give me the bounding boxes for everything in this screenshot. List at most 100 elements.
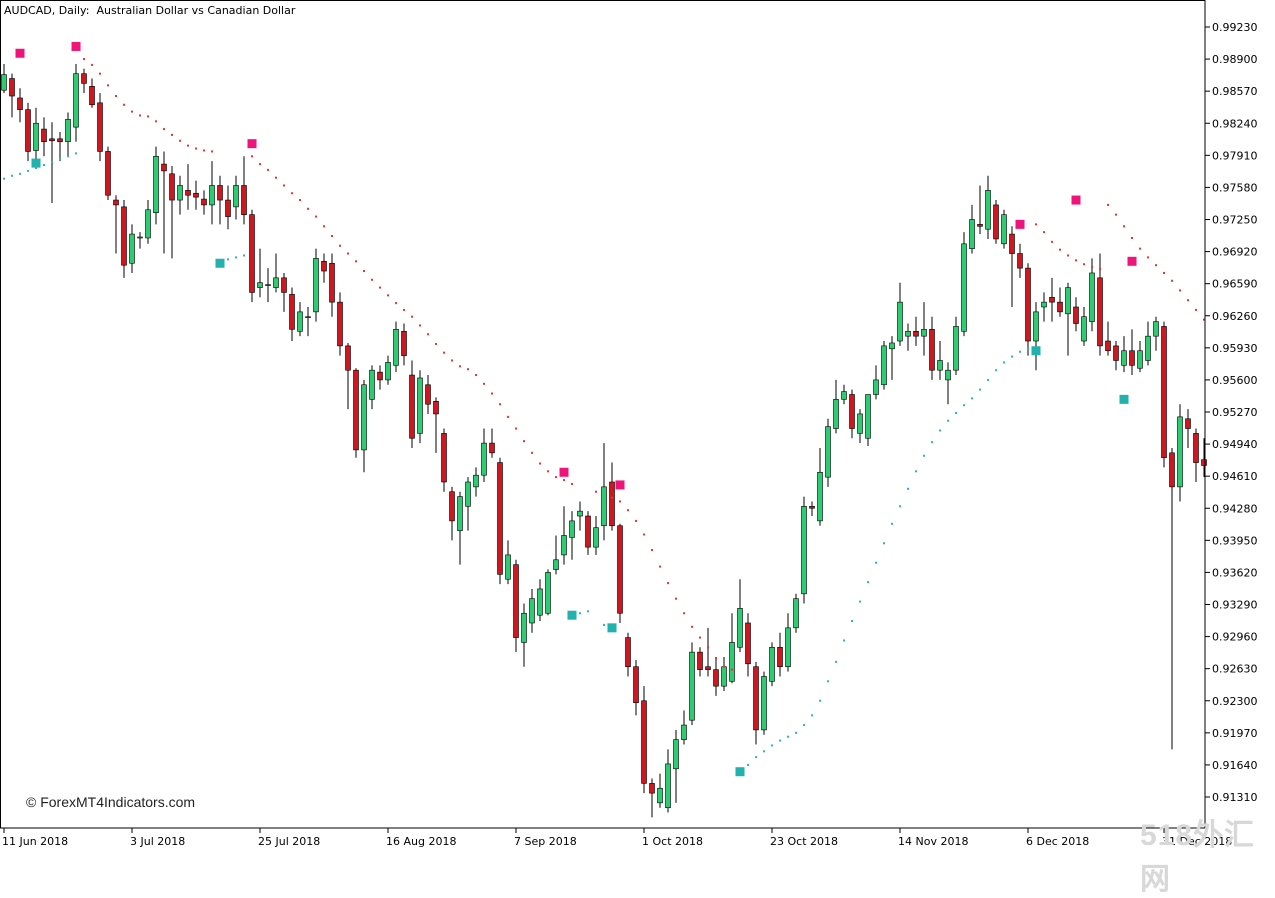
bull-candle (129, 233, 135, 264)
bull-candle (969, 219, 975, 249)
bear-candle (321, 261, 327, 272)
bear-candle (913, 331, 919, 337)
sar-dot-bull (587, 610, 589, 613)
bull-candle (553, 559, 559, 570)
bull-candle (305, 316, 311, 319)
bear-candle (745, 622, 751, 665)
sar-dot-bear (115, 95, 117, 98)
bull-candle (1065, 287, 1071, 315)
sar-dot-bear (1203, 318, 1205, 321)
bear-candle (241, 185, 247, 215)
sar-dot-bear (515, 427, 517, 430)
bull-candle (825, 426, 831, 478)
sar-dot-bear (555, 476, 557, 479)
bull-candle (737, 608, 743, 648)
time-tick-label: 11 Jun 2018 (2, 835, 68, 848)
sar-dot-bear (1059, 248, 1061, 251)
price-tick-label: 0.98570 (1212, 85, 1258, 98)
bull-candle (953, 326, 959, 371)
sell-signal-marker (71, 41, 81, 51)
parabolic-sar-layer (3, 58, 1205, 772)
price-tick-label: 0.94280 (1212, 502, 1258, 515)
bull-candle (857, 413, 863, 434)
sar-dot-bear (627, 509, 629, 512)
sar-dot-bear (163, 128, 165, 131)
bull-candle (897, 301, 903, 342)
price-tick-label: 0.96260 (1212, 310, 1258, 323)
price-tick-label: 0.93950 (1212, 534, 1258, 547)
bull-candle (721, 666, 727, 687)
bear-candle (625, 637, 631, 668)
sar-dot-bear (99, 72, 101, 75)
sar-dot-bull (867, 581, 869, 584)
sar-dot-bear (1091, 266, 1093, 269)
sar-dot-bear (419, 324, 421, 327)
sar-dot-bear (1107, 203, 1109, 206)
bear-candle (49, 138, 55, 142)
bear-candle (441, 433, 447, 483)
bear-candle (513, 564, 519, 638)
time-axis: 11 Jun 2018 3 Jul 2018 25 Jul 2018 16 Aug 2… (2, 828, 1232, 848)
sar-dot-bear (379, 286, 381, 289)
price-tick-label: 0.91310 (1212, 791, 1258, 804)
sar-dot-bull (67, 155, 69, 158)
sar-dot-bear (1163, 271, 1165, 274)
bear-candle (809, 506, 815, 509)
time-tick-label: 31 Dec 2018 (1162, 835, 1232, 848)
bull-candle (1, 74, 7, 91)
sar-dot-bear (211, 150, 213, 153)
bear-candle (849, 394, 855, 429)
sar-dot-bull (979, 388, 981, 391)
bull-candle (1081, 316, 1087, 342)
sar-dot-bull (939, 429, 941, 432)
bull-candle (257, 282, 263, 288)
sar-dot-bear (363, 270, 365, 273)
sar-dot-bear (275, 176, 277, 179)
sar-dot-bear (523, 440, 525, 443)
sell-signal-marker (247, 139, 257, 149)
bear-candle (289, 294, 295, 330)
bear-candle (1161, 326, 1167, 458)
price-tick-label: 0.94610 (1212, 470, 1258, 483)
bear-candle (281, 277, 287, 293)
bull-candle (33, 122, 39, 151)
bear-candle (1073, 306, 1079, 324)
sar-dot-bear (1139, 247, 1141, 250)
sar-dot-bull (827, 680, 829, 683)
sar-dot-bear (323, 225, 325, 228)
sar-dot-bull (75, 152, 77, 155)
sar-dot-bear (403, 308, 405, 311)
bull-candle (1033, 311, 1039, 342)
time-tick-label: 1 Oct 2018 (642, 835, 703, 848)
price-tick-label: 0.96920 (1212, 246, 1258, 259)
bear-candle (41, 128, 47, 143)
sar-dot-bear (371, 278, 373, 281)
sar-dot-bear (699, 636, 701, 639)
bear-candle (113, 199, 119, 206)
bull-candle (137, 236, 143, 239)
price-tick-label: 0.92300 (1212, 695, 1258, 708)
bull-candle (537, 588, 543, 616)
sar-dot-bull (803, 724, 805, 727)
buy-signal-marker (1119, 394, 1129, 404)
bear-candle (81, 73, 87, 84)
sar-dot-bear (483, 382, 485, 385)
sar-dot-bull (1019, 350, 1021, 353)
price-tick-label: 0.97580 (1212, 181, 1258, 194)
time-tick-label: 14 Nov 2018 (898, 835, 968, 848)
sar-dot-bear (683, 612, 685, 615)
sar-dot-bull (1011, 355, 1013, 358)
bull-candle (865, 394, 871, 439)
bear-candle (1097, 277, 1103, 347)
sar-dot-bear (331, 235, 333, 238)
sar-dot-bull (11, 174, 13, 177)
bull-candle (561, 535, 567, 556)
sar-dot-bear (1187, 299, 1189, 302)
sar-dot-bear (723, 665, 725, 668)
bear-candle (345, 345, 351, 371)
bull-candle (417, 377, 423, 434)
bull-candle (73, 73, 79, 128)
bull-candle (1041, 301, 1047, 308)
sar-dot-bear (707, 646, 709, 649)
sar-dot-bull (843, 639, 845, 642)
